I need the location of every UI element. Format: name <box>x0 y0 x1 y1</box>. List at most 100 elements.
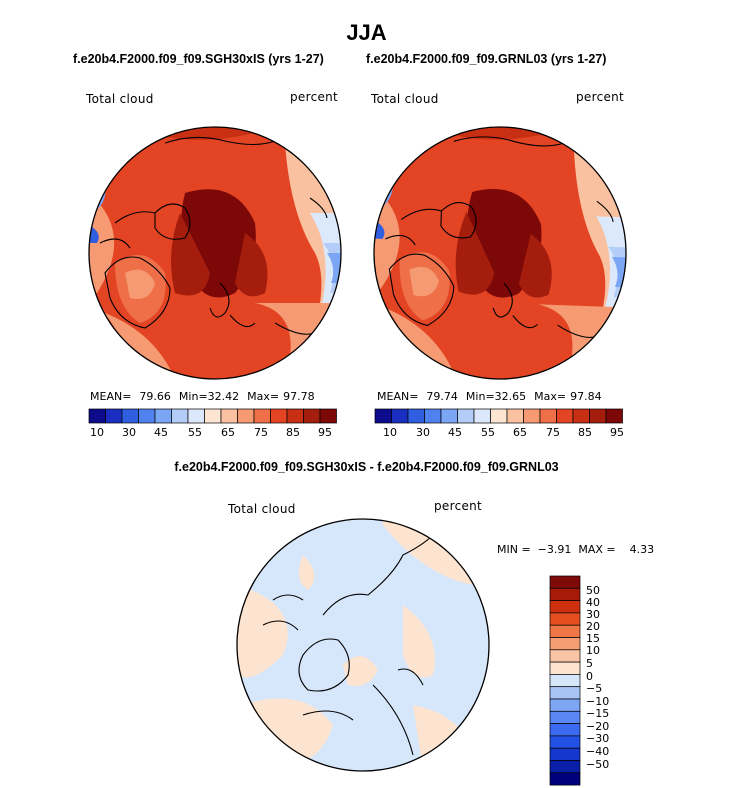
colorbar-label: 0 <box>586 670 593 683</box>
difference-colorbar <box>549 575 581 786</box>
colorbar-box <box>549 612 581 626</box>
colorbar-box <box>303 408 321 424</box>
colorbar-box <box>549 760 581 774</box>
colorbar-box <box>138 408 156 424</box>
colorbar-box <box>549 661 581 675</box>
colorbar-label: 30 <box>416 426 430 439</box>
colorbar-box <box>286 408 304 424</box>
colorbar-label: 45 <box>448 426 462 439</box>
panel-left-colorbar <box>88 408 337 424</box>
colorbar-box <box>270 408 288 424</box>
panel-right-stats: MEAN= 79.74 Min=32.65 Max= 97.84 <box>377 390 602 403</box>
colorbar-box <box>549 575 581 589</box>
difference-units-label: percent <box>434 499 483 513</box>
panel-left-map <box>88 126 342 380</box>
colorbar-label: 30 <box>586 608 600 621</box>
colorbar-label: −15 <box>586 707 609 720</box>
panel-left-min: 32.42 <box>208 390 240 403</box>
colorbar-label: −5 <box>586 682 602 695</box>
colorbar-box <box>549 674 581 688</box>
panel-right-map <box>373 126 627 380</box>
colorbar-box <box>549 624 581 638</box>
colorbar-box <box>556 408 574 424</box>
colorbar-label: 65 <box>221 426 235 439</box>
figure-title: JJA <box>346 20 387 45</box>
panel-left-colorbar-labels: 10 30 45 55 65 75 85 95 <box>90 426 332 439</box>
panel-left-min-label: Min= <box>179 390 208 403</box>
panel-right-mean: 79.74 <box>426 390 458 403</box>
colorbar-box <box>549 649 581 663</box>
colorbar-box <box>549 772 581 786</box>
colorbar-box <box>154 408 172 424</box>
panel-left-title: f.e20b4.F2000.f09_f09.SGH30xIS (yrs 1-27… <box>73 52 324 66</box>
colorbar-box <box>589 408 607 424</box>
panel-left-variable-label: Total cloud <box>86 92 154 106</box>
panel-right-max: 97.84 <box>570 390 602 403</box>
colorbar-box <box>539 408 557 424</box>
colorbar-box <box>457 408 475 424</box>
colorbar-box <box>605 408 623 424</box>
colorbar-box <box>424 408 442 424</box>
colorbar-box <box>473 408 491 424</box>
colorbar-label: 85 <box>286 426 300 439</box>
colorbar-label: 10 <box>586 644 600 657</box>
colorbar-box <box>204 408 222 424</box>
colorbar-box <box>220 408 238 424</box>
colorbar-label: 15 <box>586 632 600 645</box>
colorbar-label: −30 <box>586 732 609 745</box>
panel-right-colorbar-labels: 10 30 45 55 65 75 85 95 <box>383 426 624 439</box>
colorbar-label: 65 <box>513 426 527 439</box>
colorbar-box <box>549 587 581 601</box>
colorbar-label: 10 <box>383 426 397 439</box>
colorbar-label: 20 <box>586 620 600 633</box>
panel-left-max: 97.78 <box>283 390 315 403</box>
panel-right-max-label: Max= <box>534 390 566 403</box>
panel-right-min: 32.65 <box>495 390 527 403</box>
colorbar-label: 55 <box>481 426 495 439</box>
colorbar-box <box>549 600 581 614</box>
colorbar-label: 10 <box>90 426 104 439</box>
colorbar-label: 40 <box>586 596 600 609</box>
panel-right-colorbar <box>374 408 623 424</box>
colorbar-box <box>549 710 581 724</box>
colorbar-label: 75 <box>254 426 268 439</box>
colorbar-box <box>549 698 581 712</box>
colorbar-label: 55 <box>188 426 202 439</box>
colorbar-box <box>549 735 581 749</box>
colorbar-label: 50 <box>586 584 600 597</box>
colorbar-label: 45 <box>154 426 168 439</box>
panel-left-stats: MEAN= 79.66 Min=32.42 Max= 97.78 <box>90 390 315 403</box>
colorbar-box <box>549 723 581 737</box>
colorbar-box <box>549 747 581 761</box>
colorbar-label: 95 <box>610 426 624 439</box>
colorbar-box <box>253 408 271 424</box>
difference-stats: MIN = −3.91 MAX = 4.33 <box>497 543 655 556</box>
colorbar-box <box>549 637 581 651</box>
colorbar-box <box>490 408 508 424</box>
colorbar-box <box>105 408 123 424</box>
colorbar-box <box>374 408 392 424</box>
colorbar-box <box>88 408 106 424</box>
colorbar-label: 85 <box>578 426 592 439</box>
colorbar-box <box>187 408 205 424</box>
colorbar-box <box>506 408 524 424</box>
colorbar-label: 30 <box>122 426 136 439</box>
colorbar-box <box>523 408 541 424</box>
colorbar-label: 95 <box>318 426 332 439</box>
colorbar-box <box>549 686 581 700</box>
difference-map <box>236 518 490 772</box>
difference-title: f.e20b4.F2000.f09_f09.SGH30xIS - f.e20b4… <box>174 460 559 474</box>
panel-right-mean-label: MEAN= <box>377 390 418 403</box>
colorbar-box <box>121 408 139 424</box>
panel-right-units-label: percent <box>576 90 625 104</box>
colorbar-box <box>572 408 590 424</box>
panel-left-mean-label: MEAN= <box>90 390 131 403</box>
colorbar-label: −40 <box>586 745 609 758</box>
colorbar-box <box>440 408 458 424</box>
colorbar-box <box>391 408 409 424</box>
colorbar-label: −20 <box>586 720 609 733</box>
difference-colorbar-labels: 50 40 30 20 15 10 5 0 −5 −10 −15 −20 −30… <box>586 584 609 771</box>
panel-left-units-label: percent <box>290 90 339 104</box>
colorbar-label: 5 <box>586 657 593 670</box>
